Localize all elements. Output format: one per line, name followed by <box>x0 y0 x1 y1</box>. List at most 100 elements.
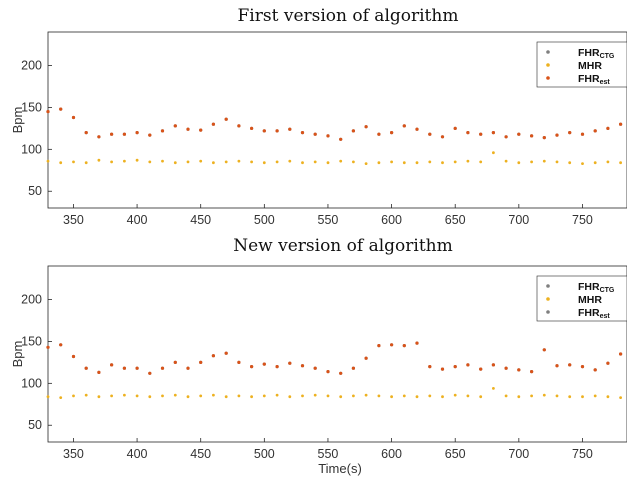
data-point <box>250 160 254 164</box>
data-point <box>440 135 445 139</box>
data-point <box>555 364 559 368</box>
data-point <box>517 368 521 372</box>
data-point <box>123 393 126 397</box>
legend-label: FHR <box>578 281 600 293</box>
data-point <box>339 395 343 399</box>
data-point <box>530 160 533 164</box>
data-point <box>428 132 432 136</box>
data-point <box>390 395 393 399</box>
x-tick-label: 650 <box>445 213 466 227</box>
data-point <box>122 366 126 370</box>
data-point <box>135 394 139 398</box>
data-point <box>313 366 317 370</box>
x-tick-label: 500 <box>254 447 275 461</box>
panel-title: First version of algorithm <box>238 6 459 26</box>
data-point <box>148 395 152 399</box>
legend-label: MHR <box>578 60 602 72</box>
y-tick-label: 200 <box>21 59 42 73</box>
data-point <box>619 122 623 126</box>
data-point <box>186 160 190 164</box>
data-point <box>555 394 559 398</box>
legend-marker <box>546 284 550 288</box>
data-point <box>619 396 622 399</box>
data-point <box>301 161 304 165</box>
data-point <box>453 365 457 369</box>
data-point <box>84 393 88 397</box>
plot-area <box>47 265 627 443</box>
data-point <box>479 132 483 136</box>
data-point <box>59 343 63 347</box>
legend: FHRCTG MHR FHRest <box>536 41 627 88</box>
data-point <box>568 131 572 135</box>
data-point <box>84 366 88 370</box>
data-point <box>415 127 419 131</box>
data-point <box>326 394 330 398</box>
data-point <box>580 132 585 136</box>
data-point <box>250 395 254 399</box>
data-point <box>491 131 495 135</box>
data-point <box>479 395 483 399</box>
data-point <box>212 161 215 165</box>
data-point <box>59 107 63 111</box>
data-point <box>237 124 241 128</box>
series-fhr-est <box>46 107 623 141</box>
data-point <box>593 394 597 398</box>
data-point <box>211 354 215 358</box>
data-point <box>377 394 381 398</box>
data-point <box>377 132 381 136</box>
legend-box <box>536 41 627 88</box>
data-point <box>568 395 572 399</box>
data-point <box>364 356 368 360</box>
legend-sub: CTG <box>600 287 615 294</box>
y-axis-label: Bpm <box>10 341 25 368</box>
x-tick-label: 500 <box>254 213 275 227</box>
data-point <box>288 159 292 163</box>
data-point <box>428 394 432 398</box>
data-point <box>71 354 76 359</box>
data-point <box>377 344 381 348</box>
data-point <box>364 125 368 129</box>
data-point <box>402 161 406 165</box>
x-tick-label: 450 <box>190 213 211 227</box>
data-point <box>212 393 215 397</box>
data-point <box>262 129 266 133</box>
data-point <box>542 393 546 397</box>
data-point <box>313 132 317 136</box>
data-point <box>606 160 610 164</box>
data-point <box>606 361 610 365</box>
data-point <box>351 366 355 370</box>
data-point <box>199 128 203 132</box>
legend-marker <box>546 50 550 54</box>
data-point <box>72 394 75 398</box>
data-point <box>479 367 483 371</box>
data-point <box>123 159 126 163</box>
data-point <box>504 366 508 370</box>
data-point <box>441 395 444 399</box>
data-point <box>161 159 164 163</box>
series-mhr <box>46 387 622 399</box>
data-point <box>479 160 483 164</box>
data-point <box>148 133 152 137</box>
legend-entry-mhr: MHR <box>546 60 602 72</box>
series-layer <box>46 107 623 166</box>
svg-text:FHRest: FHRest <box>578 307 610 320</box>
data-point <box>173 124 177 128</box>
data-point <box>72 160 75 164</box>
data-point <box>237 394 241 398</box>
legend: FHRCTG MHR FHRest <box>536 275 627 322</box>
y-ticks: 50 100 150 200 <box>21 293 52 432</box>
data-point <box>148 371 152 375</box>
data-point <box>530 370 534 374</box>
legend-entry-fhr-ctg: FHRCTG <box>546 47 615 60</box>
data-point <box>466 363 470 367</box>
data-point <box>593 129 597 133</box>
legend-box <box>536 275 627 322</box>
data-point <box>453 126 457 130</box>
data-point <box>441 161 444 165</box>
data-point <box>593 161 597 165</box>
data-point <box>161 394 164 398</box>
data-point <box>580 365 585 369</box>
data-point <box>288 127 292 131</box>
data-point <box>402 344 406 348</box>
y-ticks: 50 100 150 200 <box>21 59 52 198</box>
